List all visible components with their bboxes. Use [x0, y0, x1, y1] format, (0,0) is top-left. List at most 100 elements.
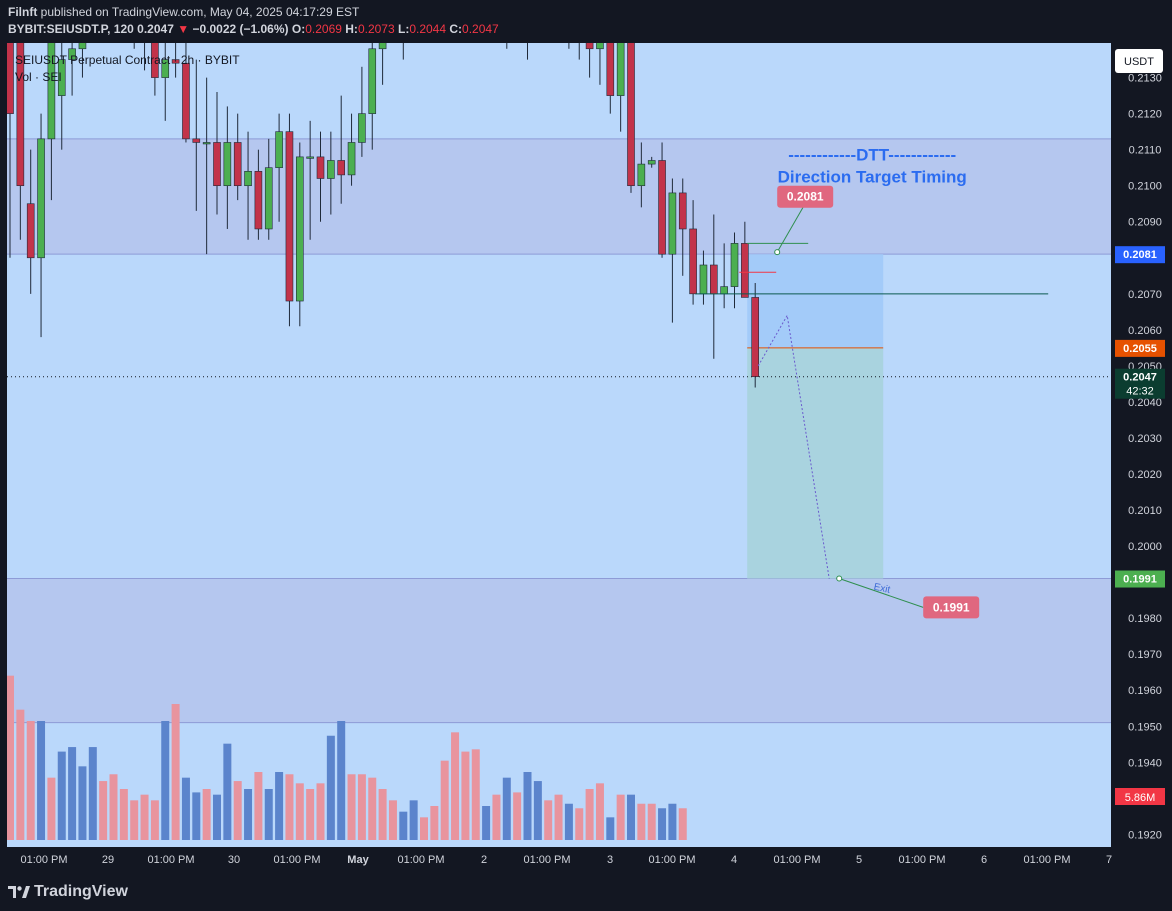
volume-bar	[575, 808, 584, 840]
volume-bar	[347, 774, 356, 840]
volume-bar	[192, 792, 201, 840]
volume-bar	[6, 675, 14, 840]
time-tick: 01:00 PM	[898, 854, 945, 866]
volume-bar	[378, 789, 387, 840]
volume-bar	[637, 803, 646, 840]
candle-body	[57, 59, 66, 96]
price-axis-background	[1111, 43, 1172, 873]
publish-info: published on TradingView.com, May 04, 20…	[40, 5, 360, 19]
volume-bar	[285, 774, 294, 840]
time-tick: 3	[607, 854, 613, 866]
level-entry-badge	[1115, 339, 1165, 357]
volume-bar	[606, 817, 615, 840]
volume-bar	[647, 803, 656, 840]
candle-body	[78, 0, 87, 50]
current-price-countdown: 42:32	[1126, 386, 1154, 398]
price-tick: 0.1980	[1128, 613, 1162, 625]
volume-bar	[316, 783, 325, 840]
candle-body	[233, 142, 242, 187]
support-resistance-zone	[7, 138, 1111, 255]
candle-body	[192, 138, 201, 143]
candle-body	[751, 297, 760, 378]
candle-body	[720, 286, 728, 295]
volume-bar	[658, 808, 667, 840]
level-high-label: 0.2081	[1123, 249, 1157, 261]
volume-bar	[388, 800, 397, 840]
time-tick: 01:00 PM	[20, 854, 67, 866]
volume-bar	[461, 751, 470, 840]
volume-bar	[420, 817, 428, 840]
price-tick: 0.1970	[1128, 649, 1162, 661]
price-chart[interactable]: 0.2081 Exit 0.1991 ------------DTT---------…	[6, 0, 1172, 873]
candle-body	[295, 156, 304, 302]
volume-bar	[554, 794, 563, 840]
volume-bar	[16, 709, 25, 840]
candle-body	[368, 48, 377, 114]
volume-bar	[544, 800, 553, 840]
current-price-badge	[1115, 368, 1165, 399]
volume-bar	[492, 794, 501, 840]
current-price-label: 0.2047	[1123, 372, 1157, 384]
candle-body	[26, 203, 35, 259]
low-value: 0.2044	[409, 22, 447, 36]
candle-body	[337, 160, 346, 176]
legend-volume[interactable]: Vol · SEI	[15, 70, 62, 84]
candle-body	[616, 41, 625, 96]
exit-label: Exit	[873, 582, 892, 596]
time-tick: 01:00 PM	[397, 854, 444, 866]
volume-bar	[585, 789, 594, 840]
volume-bar	[533, 781, 542, 840]
price-change: −0.0022 (−1.06%)	[192, 22, 289, 36]
price-tick: 0.2010	[1128, 505, 1162, 517]
volume-bar	[471, 749, 480, 840]
volume-bar	[171, 704, 180, 840]
candle-body	[585, 12, 594, 50]
volume-bar	[233, 781, 242, 840]
currency-label: USDT	[1124, 56, 1154, 68]
currency-badge	[1115, 49, 1163, 73]
symbol[interactable]: BYBIT:SEIUSDT.P, 120	[8, 22, 134, 36]
time-tick: 29	[102, 854, 114, 866]
callout-target-box	[923, 596, 980, 619]
volume-bar	[161, 721, 170, 840]
volume-bar	[130, 800, 139, 840]
volume-bar	[223, 743, 232, 840]
candle-body	[689, 228, 697, 295]
volume-bar	[275, 772, 284, 840]
volume-bar	[47, 777, 56, 840]
volume-bar	[326, 735, 335, 840]
price-tick: 0.2110	[1129, 145, 1162, 157]
volume-bar	[595, 783, 604, 840]
volume-bar	[264, 789, 273, 840]
volume-bar	[399, 811, 408, 840]
dtt-title: ------------DTT------------	[788, 145, 956, 164]
dtt-subtitle: Direction Target Timing	[778, 167, 967, 186]
callout-high-box	[777, 185, 834, 208]
price-tick: 0.1940	[1128, 757, 1162, 769]
candle-body	[171, 59, 180, 64]
price-tick: 0.2070	[1128, 289, 1162, 301]
exit-dot	[836, 575, 843, 582]
candle-body	[264, 167, 273, 230]
volume-bar	[109, 774, 118, 840]
price-tick: 0.2020	[1128, 469, 1162, 481]
last-price: 0.2047	[137, 22, 174, 36]
chart-area[interactable]: 0.2081 Exit 0.1991 ------------DTT---------…	[6, 0, 1172, 873]
candle-body	[678, 192, 687, 230]
time-tick: 7	[1106, 854, 1112, 866]
publisher-name[interactable]: Filnft	[8, 5, 38, 19]
volume-bar	[68, 747, 77, 840]
symbol-line: BYBIT:SEIUSDT.P, 120 0.2047 ▼ −0.0022 (−…	[8, 22, 499, 36]
time-tick: May	[347, 854, 369, 866]
time-tick: 5	[856, 854, 862, 866]
legend-title[interactable]: SEIUSDT Perpetual Contract · 2h · BYBIT	[15, 53, 240, 67]
candle-body	[668, 192, 677, 255]
tradingview-logo[interactable]: TradingView	[8, 883, 128, 901]
volume-bar	[368, 777, 377, 840]
callout-high-label: 0.2081	[787, 190, 824, 204]
tradingview-icon	[8, 886, 30, 898]
time-tick: 01:00 PM	[147, 854, 194, 866]
price-tick: 0.2000	[1128, 541, 1162, 553]
volume-bar	[140, 794, 149, 840]
candle-body	[647, 160, 656, 165]
